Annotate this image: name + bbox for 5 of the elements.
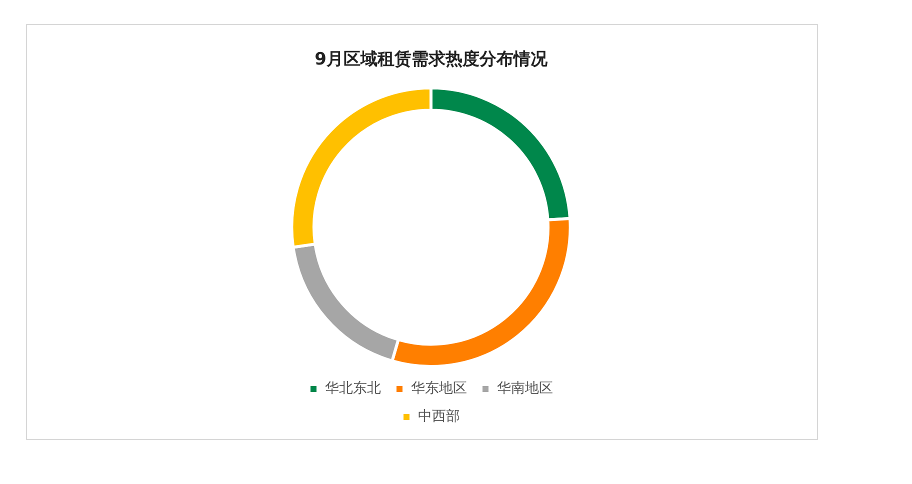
legend-label: 华北东北 bbox=[325, 380, 381, 397]
legend-label: 华南地区 bbox=[497, 380, 553, 397]
chart-title: 9月区域租赁需求热度分布情况 bbox=[314, 50, 548, 70]
legend-label: 华东地区 bbox=[411, 380, 467, 397]
legend-label: 中西部 bbox=[418, 408, 460, 425]
